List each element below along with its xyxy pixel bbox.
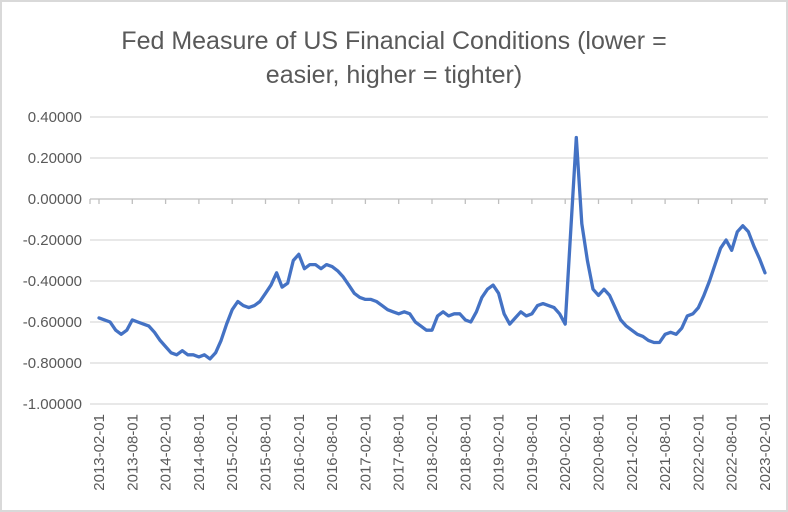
- x-axis-tick-label: 2023-02-01: [757, 414, 774, 491]
- x-axis-tick-label: 2019-08-01: [524, 414, 541, 491]
- chart-title-line-1: Fed Measure of US Financial Conditions (…: [121, 27, 667, 55]
- x-axis-tick-label: 2018-02-01: [424, 414, 441, 491]
- x-axis-tick-label: 2015-08-01: [258, 414, 275, 491]
- y-axis-tick-label: 0.40000: [28, 109, 82, 126]
- x-axis-tick-label: 2022-08-01: [724, 414, 741, 491]
- chart-title: Fed Measure of US Financial Conditions (…: [2, 24, 786, 92]
- y-axis-tick-label: 0.20000: [28, 150, 82, 167]
- y-axis-tick-label: -0.80000: [23, 355, 82, 372]
- x-axis-tick-label: 2018-08-01: [457, 414, 474, 491]
- x-axis-tick-label: 2016-08-01: [324, 414, 341, 491]
- y-axis-tick-label: -0.20000: [23, 232, 82, 249]
- x-axis-tick-label: 2016-02-01: [291, 414, 308, 491]
- x-axis-tick-label: 2013-02-01: [91, 414, 108, 491]
- chart-title-line-2: easier, higher = tighter): [265, 61, 523, 89]
- y-axis-tick-label: -1.00000: [23, 396, 82, 413]
- x-axis-tick-label: 2020-02-01: [557, 414, 574, 491]
- x-axis-tick-label: 2015-02-01: [224, 414, 241, 491]
- y-axis-tick-label: 0.00000: [28, 191, 82, 208]
- x-axis-tick-label: 2022-02-01: [690, 414, 707, 491]
- y-axis-tick-label: -0.40000: [23, 273, 82, 290]
- x-axis-tick-label: 2014-08-01: [191, 414, 208, 491]
- x-axis-tick-label: 2014-02-01: [158, 414, 175, 491]
- x-axis-tick-label: 2017-08-01: [391, 414, 408, 491]
- x-axis-tick-label: 2021-08-01: [657, 414, 674, 491]
- x-axis-tick-label: 2019-02-01: [491, 414, 508, 491]
- y-axis-tick-label: -0.60000: [23, 314, 82, 331]
- x-axis-tick-label: 2017-02-01: [357, 414, 374, 491]
- x-axis-tick-label: 2021-02-01: [624, 414, 641, 491]
- x-axis-tick-label: 2013-08-01: [124, 414, 141, 491]
- x-axis-tick-label: 2020-08-01: [591, 414, 608, 491]
- financial-conditions-series-line: [97, 135, 767, 361]
